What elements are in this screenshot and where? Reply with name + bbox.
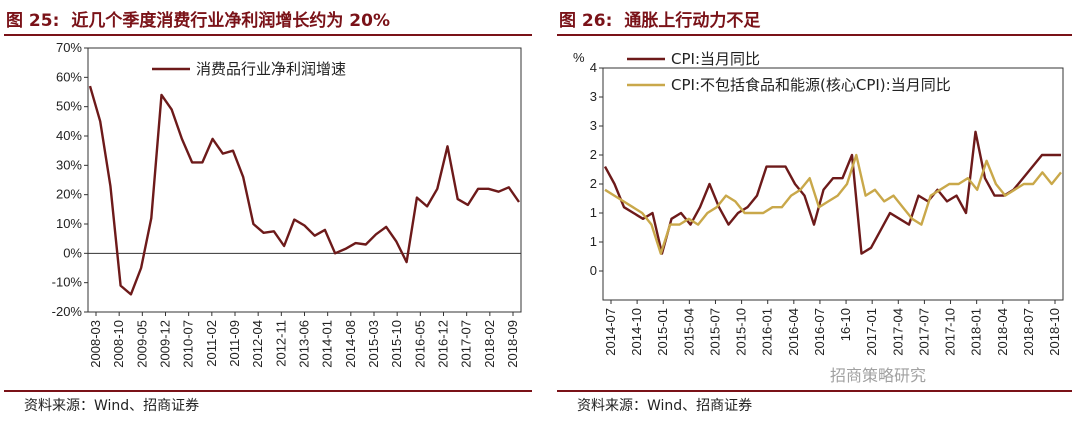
x-tick-label: 2017-04 bbox=[890, 308, 905, 356]
x-tick-label: 2016-12 bbox=[436, 320, 451, 368]
y-tick-label: 3 bbox=[590, 118, 597, 133]
y-tick-label: 1 bbox=[590, 205, 597, 220]
right-chart-panel: 图 26: 通胀上行动力不足 4 3 3 2 2 1 1 0 2014-07 2014-10 2015… bbox=[553, 0, 1080, 421]
right-bottom-rule bbox=[557, 390, 1072, 392]
left-title-text: 近几个季度消费行业净利润增长约为 20% bbox=[71, 11, 390, 31]
right-title-text: 通胀上行动力不足 bbox=[624, 11, 761, 31]
x-tick-label: 2015-10 bbox=[389, 320, 404, 368]
x-tick-label: 2016-07 bbox=[812, 308, 827, 356]
y-tick-label: 50% bbox=[56, 99, 82, 114]
x-tick-label: 2016-04 bbox=[786, 308, 801, 356]
x-tick-label: 16-10 bbox=[838, 308, 853, 341]
legend-label-1: 消费品行业净利润增速 bbox=[196, 60, 346, 78]
x-tick-label: 2015-03 bbox=[366, 320, 381, 368]
left-bottom-rule bbox=[4, 390, 532, 392]
x-tick-label: 2008-10 bbox=[111, 320, 126, 368]
y-tick-label: 2 bbox=[590, 176, 597, 191]
plot-frame bbox=[87, 47, 522, 313]
left-chart-svg: 70% 60% 50% 40% 30% 20% 10% 0% -10% -20% 2008-03 20… bbox=[52, 40, 522, 368]
right-top-rule bbox=[557, 34, 1072, 36]
x-tick-label: 2011-02 bbox=[204, 320, 219, 367]
right-chart-title: 图 26: 通胀上行动力不足 bbox=[559, 6, 760, 31]
y-tick-label: -10% bbox=[52, 275, 83, 290]
y-tick-label: -20% bbox=[52, 304, 83, 319]
y-tick-label: 2 bbox=[590, 147, 597, 162]
x-tick-label: 2012-11 bbox=[273, 320, 288, 367]
y-tick-label: 70% bbox=[56, 40, 82, 55]
series-line-2 bbox=[604, 153, 1062, 255]
left-chart-title: 图 25: 近几个季度消费行业净利润增长约为 20% bbox=[6, 6, 390, 31]
x-tick-label: 2016-01 bbox=[760, 308, 775, 356]
y-tick-label: 3 bbox=[590, 89, 597, 104]
left-source-note: 资料来源：Wind、招商证券 bbox=[24, 398, 200, 414]
x-tick-label: 2015-01 bbox=[655, 308, 670, 356]
x-tick-label: 2017-01 bbox=[864, 308, 879, 356]
y-tick-label: 20% bbox=[56, 187, 82, 202]
left-top-rule bbox=[4, 34, 532, 36]
y-unit-label: % bbox=[573, 50, 585, 65]
right-chart-svg: 4 3 3 2 2 1 1 0 2014-07 2014-10 2015-01 2015-04 2015… bbox=[573, 50, 1064, 356]
x-tick-label: 2009-05 bbox=[134, 320, 149, 368]
x-tick-label: 2016-05 bbox=[412, 320, 427, 368]
x-tick-label: 2018-04 bbox=[995, 308, 1010, 356]
wechat-watermark: 招商策略研究 bbox=[830, 366, 927, 385]
left-figure-number: 图 25: bbox=[6, 11, 60, 31]
x-tick-label: 2009-12 bbox=[158, 320, 173, 368]
y-tick-label: 0 bbox=[590, 263, 597, 278]
x-tick-label: 2014-01 bbox=[320, 320, 335, 368]
series-line-1 bbox=[88, 85, 520, 296]
y-tick-label: 0% bbox=[63, 245, 82, 260]
x-tick-label: 2015-07 bbox=[707, 308, 722, 356]
x-tick-label: 2018-02 bbox=[482, 320, 497, 368]
right-figure-number: 图 26: bbox=[559, 11, 613, 31]
legend-label-1: CPI:当月同比 bbox=[671, 50, 760, 68]
x-tick-label: 2011-09 bbox=[227, 320, 242, 367]
x-tick-label: 2015-04 bbox=[681, 308, 696, 356]
y-tick-label: 10% bbox=[56, 216, 82, 231]
series-line-1 bbox=[603, 130, 1061, 255]
x-tick-label: 2018-01 bbox=[969, 308, 984, 356]
right-source-note: 资料来源：Wind、招商证券 bbox=[577, 398, 753, 414]
left-chart-panel: 图 25: 近几个季度消费行业净利润增长约为 20% 70% 60% 50% 40% 30… bbox=[4, 6, 532, 414]
x-tick-label: 2013-06 bbox=[297, 320, 312, 368]
x-tick-label: 2010-07 bbox=[181, 320, 196, 368]
x-tick-label: 2018-10 bbox=[1047, 308, 1062, 356]
x-tick-label: 2018-09 bbox=[505, 320, 520, 368]
plot-frame bbox=[602, 67, 1064, 301]
x-tick-label: 2017-10 bbox=[943, 308, 958, 356]
x-tick-label: 2017-07 bbox=[916, 308, 931, 356]
y-tick-label: 40% bbox=[56, 128, 82, 143]
x-tick-label: 2014-08 bbox=[343, 320, 358, 368]
x-tick-label: 2008-03 bbox=[88, 320, 103, 368]
x-tick-label: 2014-07 bbox=[603, 308, 618, 356]
x-tick-label: 2015-10 bbox=[734, 308, 749, 356]
y-tick-label: 4 bbox=[590, 60, 597, 75]
x-tick-label: 2017-07 bbox=[459, 320, 474, 368]
x-tick-label: 2014-10 bbox=[629, 308, 644, 356]
y-tick-label: 60% bbox=[56, 69, 82, 84]
legend-label-2: CPI:不包括食品和能源(核心CPI):当月同比 bbox=[671, 76, 951, 94]
y-tick-label: 1 bbox=[590, 234, 597, 249]
y-tick-label: 30% bbox=[56, 157, 82, 172]
x-tick-label: 2012-04 bbox=[250, 320, 265, 368]
x-tick-label: 2018-07 bbox=[1021, 308, 1036, 356]
